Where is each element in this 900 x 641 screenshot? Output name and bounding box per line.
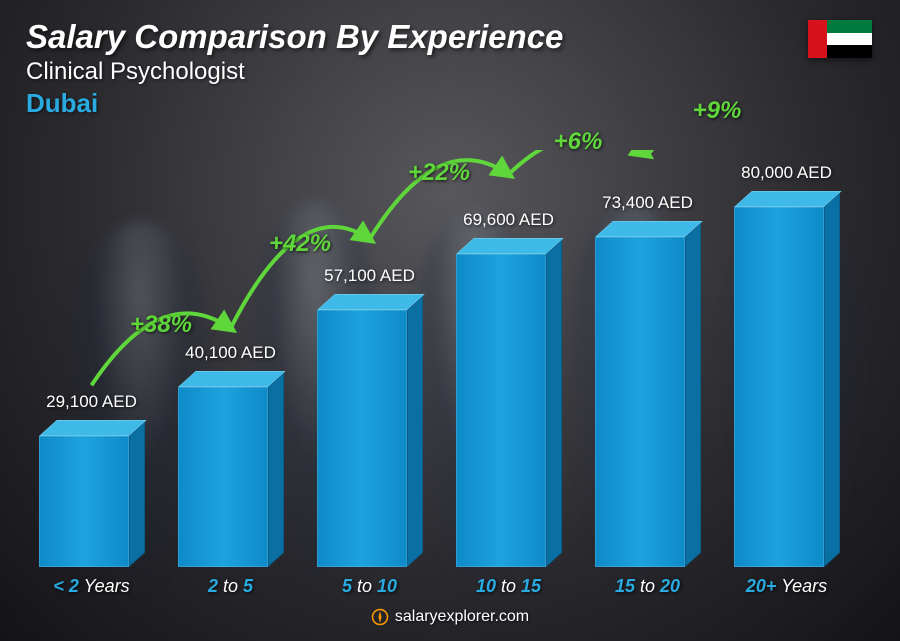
x-axis-label: 20+ Years — [717, 576, 856, 597]
x-axis-label: 5 to 10 — [300, 576, 439, 597]
bar-slot: 57,100 AED — [300, 150, 439, 567]
x-axis-label: 10 to 15 — [439, 576, 578, 597]
header-block: Salary Comparison By Experience Clinical… — [26, 18, 563, 119]
bar-value-label: 69,600 AED — [439, 210, 578, 230]
chart-area: 29,100 AED 40,100 AED 57,100 AED 69,600 AED… — [22, 150, 856, 593]
x-axis-label: 15 to 20 — [578, 576, 717, 597]
x-axis-labels: < 2 Years2 to 55 to 1010 to 1515 to 2020… — [22, 576, 856, 597]
compass-icon — [371, 608, 389, 626]
bar — [178, 387, 286, 567]
footer: salaryexplorer.com — [0, 608, 900, 631]
flag-hoist — [808, 20, 827, 58]
bar-value-label: 80,000 AED — [717, 163, 856, 183]
bar-value-label: 73,400 AED — [578, 193, 717, 213]
infographic-canvas: Salary Comparison By Experience Clinical… — [0, 0, 900, 641]
bar-slot: 73,400 AED — [578, 150, 717, 567]
x-axis-label: 2 to 5 — [161, 576, 300, 597]
bar — [317, 310, 425, 567]
chart-location: Dubai — [26, 88, 563, 119]
bar-value-label: 40,100 AED — [161, 343, 300, 363]
bar-slot: 40,100 AED — [161, 150, 300, 567]
bar-slot: 80,000 AED — [717, 150, 856, 567]
bar-slot: 69,600 AED — [439, 150, 578, 567]
increment-pct-label: +9% — [693, 97, 742, 125]
chart-title: Salary Comparison By Experience — [26, 18, 563, 56]
increment-pct-label: +38% — [130, 311, 192, 339]
bars-container: 29,100 AED 40,100 AED 57,100 AED 69,600 AED… — [22, 150, 856, 567]
increment-pct-label: +6% — [554, 128, 603, 156]
bar — [39, 436, 147, 567]
bar-value-label: 57,100 AED — [300, 266, 439, 286]
bar — [456, 254, 564, 567]
bar-slot: 29,100 AED — [22, 150, 161, 567]
x-axis-label: < 2 Years — [22, 576, 161, 597]
chart-subtitle: Clinical Psychologist — [26, 58, 563, 86]
increment-pct-label: +42% — [269, 230, 331, 258]
site-logo: salaryexplorer.com — [371, 608, 529, 626]
increment-pct-label: +22% — [408, 159, 470, 187]
uae-flag-icon — [808, 20, 872, 58]
bar-value-label: 29,100 AED — [22, 392, 161, 412]
bar — [734, 207, 842, 567]
bar — [595, 237, 703, 567]
site-name: salaryexplorer.com — [395, 608, 529, 626]
